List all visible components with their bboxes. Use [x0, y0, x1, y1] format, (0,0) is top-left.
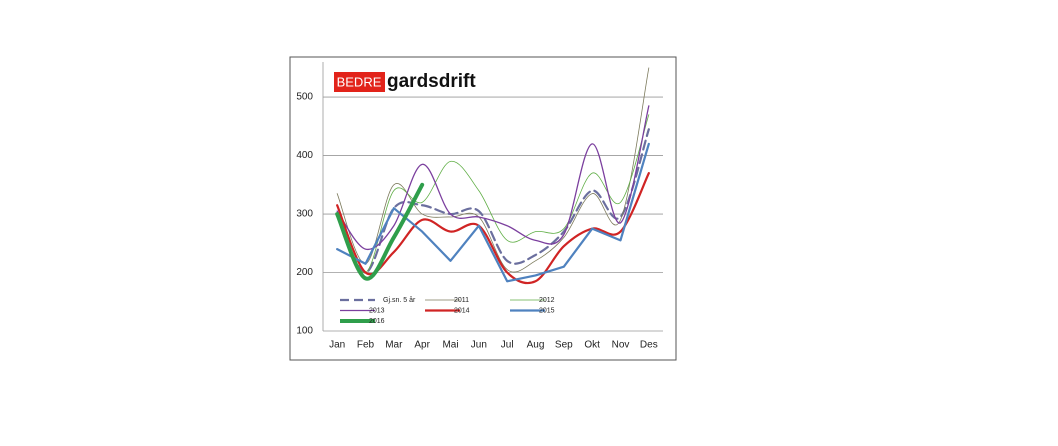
logo-badge-text: BEDRE — [337, 74, 382, 89]
y-tick-label: 100 — [296, 326, 313, 337]
series-line — [336, 67, 650, 273]
y-tick-label: 200 — [296, 267, 313, 278]
legend-label: 2013 — [369, 307, 385, 314]
legend-label: 2016 — [369, 318, 385, 325]
x-tick-label: Jun — [471, 340, 487, 351]
y-tick-label: 300 — [296, 209, 313, 220]
legend-label: 2011 — [454, 297, 469, 304]
legend-label: 2012 — [539, 297, 555, 304]
x-tick-label: Sep — [555, 340, 573, 351]
x-tick-label: Mar — [385, 340, 403, 351]
series-line — [336, 105, 650, 251]
x-tick-label: Nov — [612, 340, 630, 351]
y-tick-label: 500 — [296, 92, 313, 103]
series-line — [335, 182, 425, 281]
x-tick-label: Aug — [527, 340, 545, 351]
legend-label: 2015 — [539, 307, 555, 314]
x-tick-label: Feb — [357, 340, 375, 351]
x-tick-label: Apr — [414, 340, 430, 351]
legend-label: Gj.sn. 5 år — [383, 296, 416, 304]
x-tick-label: Jul — [501, 340, 514, 351]
legend-label: 2014 — [454, 307, 470, 314]
y-tick-label: 400 — [296, 150, 313, 161]
series-line — [336, 128, 650, 274]
x-tick-label: Jan — [329, 340, 345, 351]
x-tick-label: Mai — [442, 340, 458, 351]
series-line — [336, 142, 650, 283]
x-tick-label: Okt — [584, 340, 600, 351]
x-tick-label: Des — [640, 340, 658, 351]
logo-name: gardsdrift — [387, 71, 476, 92]
logo-badge — [334, 72, 385, 92]
chart-frame — [289, 56, 677, 361]
series-line — [336, 172, 650, 285]
